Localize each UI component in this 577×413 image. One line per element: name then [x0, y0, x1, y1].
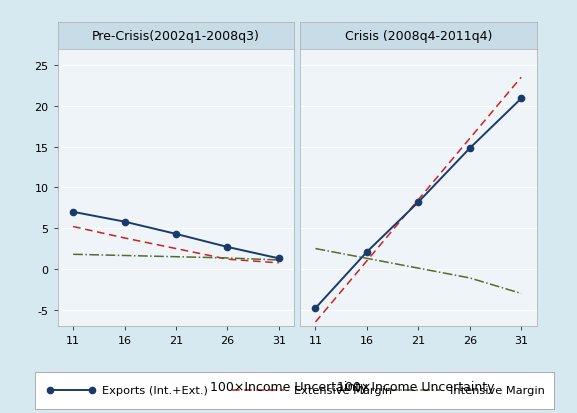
Text: Extensive Margin: Extensive Margin	[294, 385, 392, 395]
Text: Pre-Crisis(2002q1-2008q3): Pre-Crisis(2002q1-2008q3)	[92, 30, 260, 43]
Text: Crisis (2008q4-2011q4): Crisis (2008q4-2011q4)	[344, 30, 492, 43]
Text: Intensive Margin: Intensive Margin	[450, 385, 545, 395]
Text: Exports (Int.+Ext.): Exports (Int.+Ext.)	[102, 385, 208, 395]
Text: 100×Income Uncertainty: 100×Income Uncertainty	[337, 380, 494, 393]
Text: 100×Income Uncertainty: 100×Income Uncertainty	[210, 380, 367, 393]
